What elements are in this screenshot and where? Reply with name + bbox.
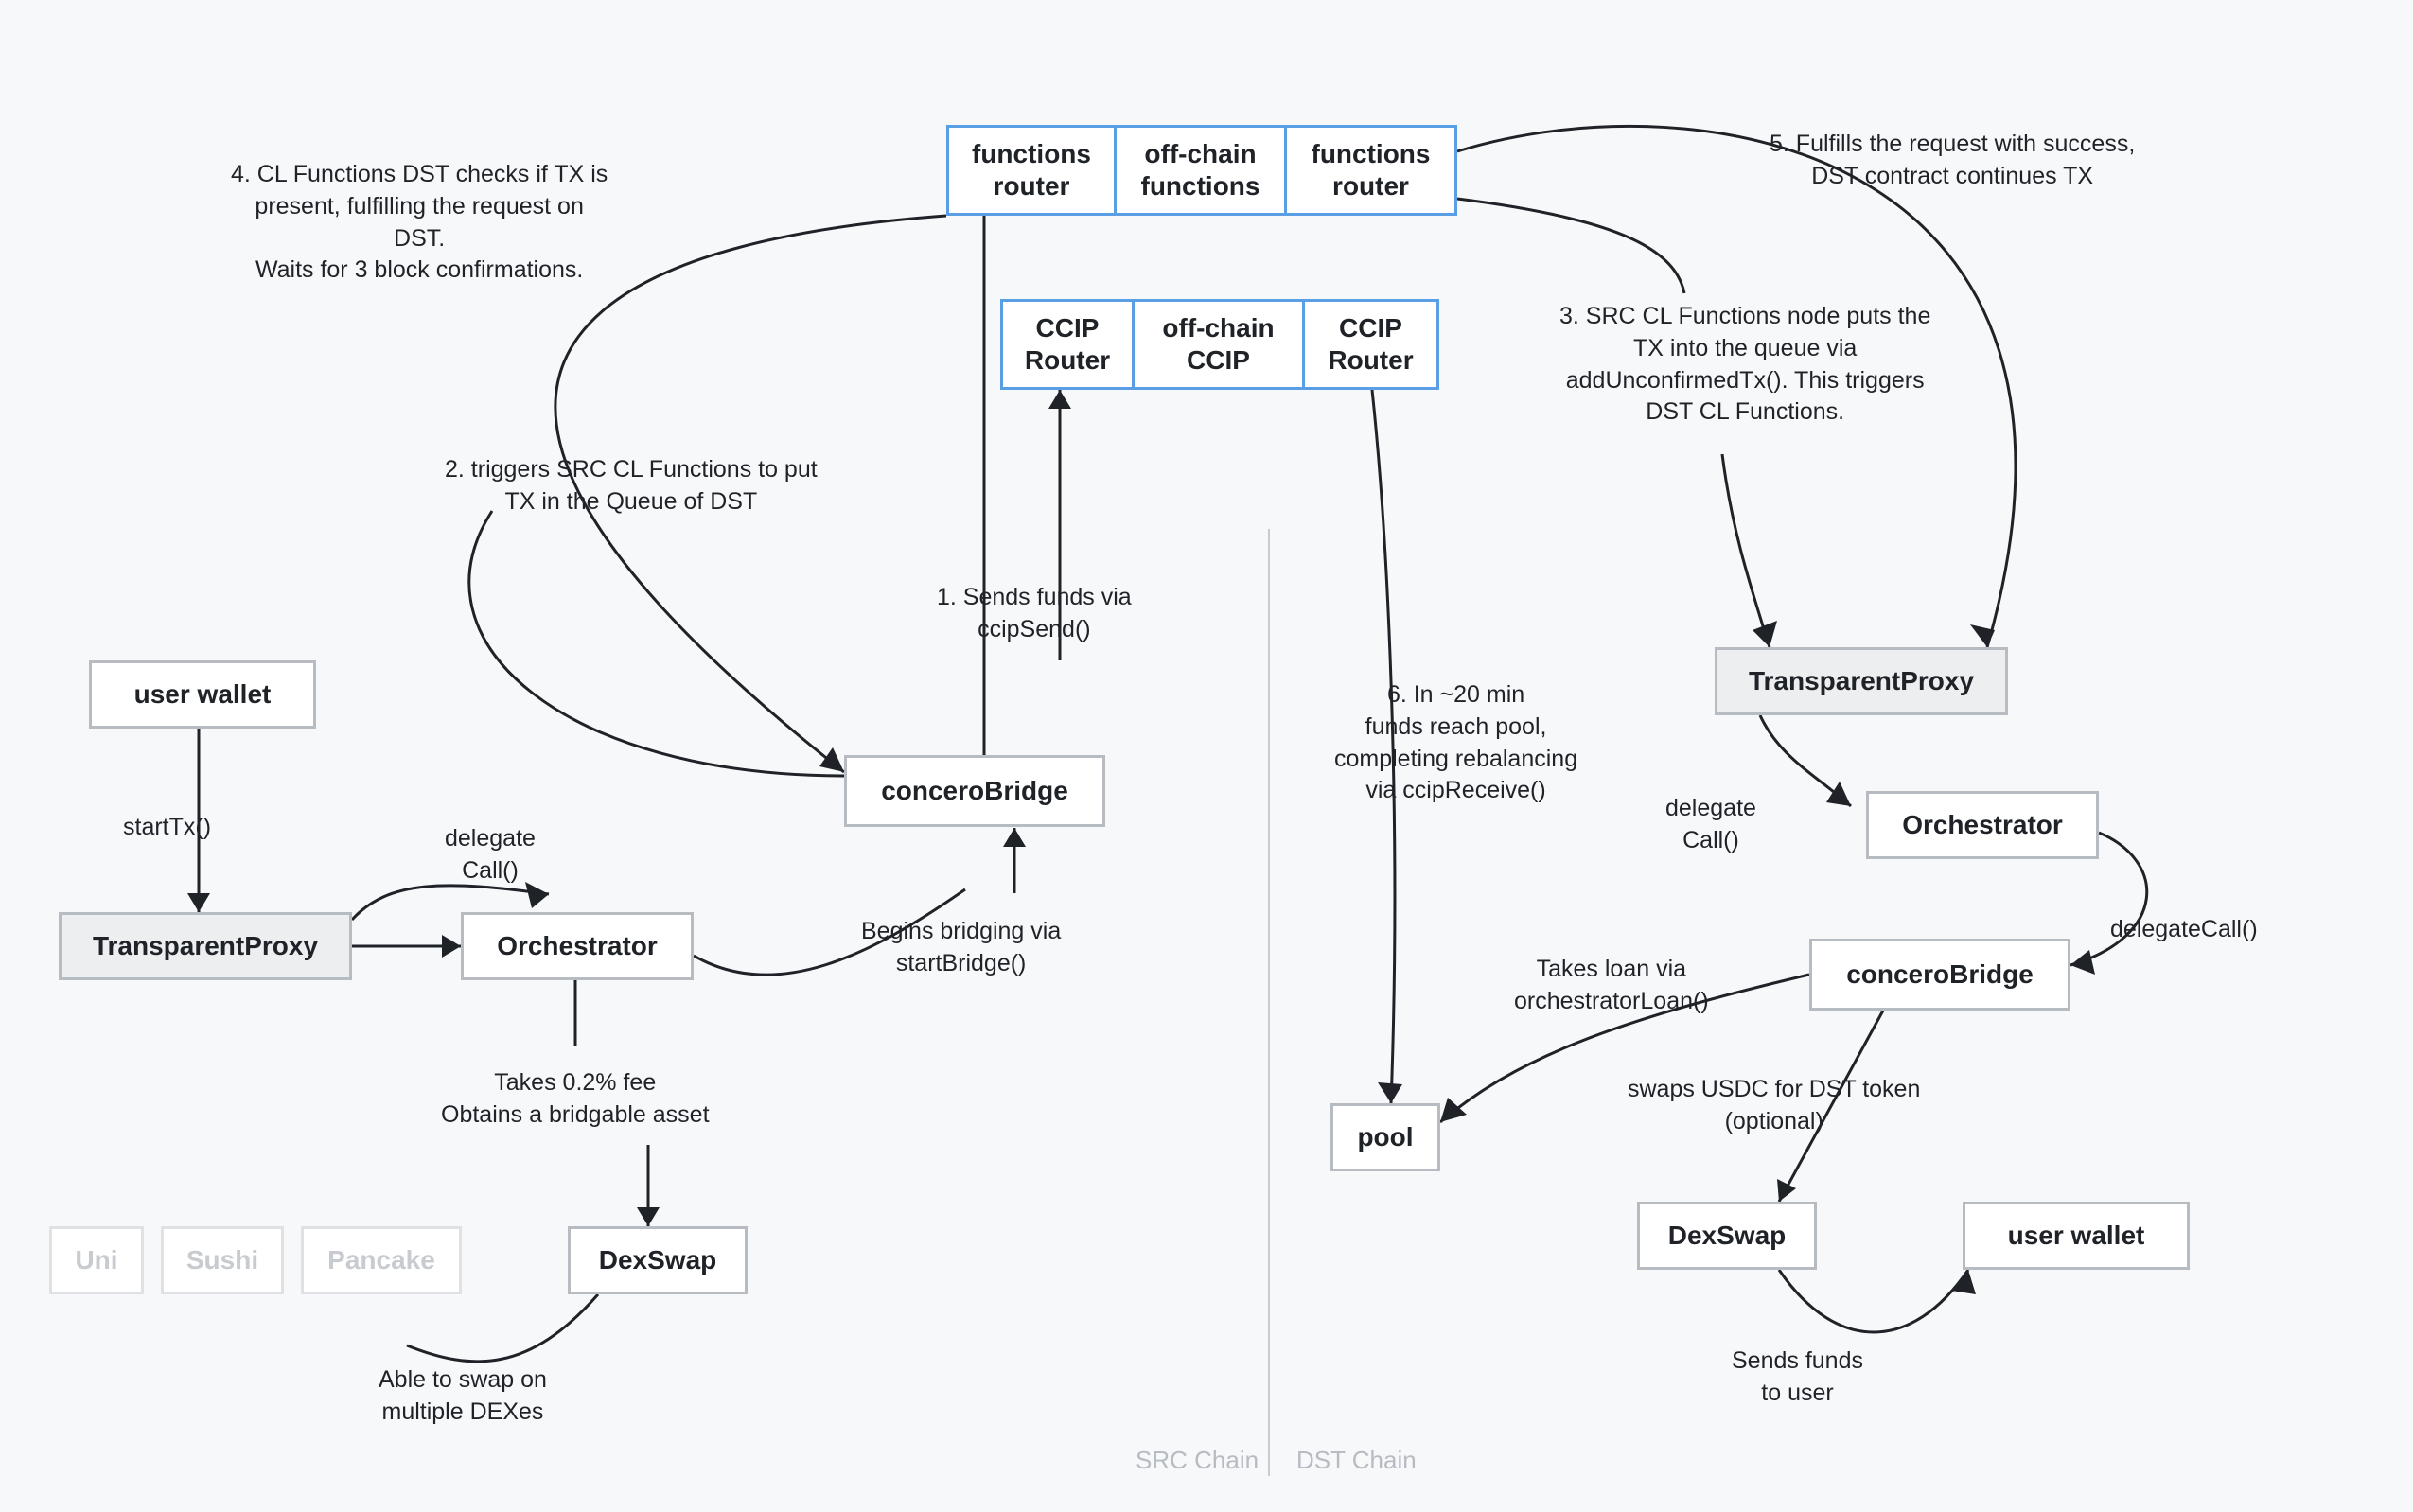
l-startbridge: Begins bridging via startBridge() <box>861 916 1061 980</box>
l-step3: 3. SRC CL Functions node puts the TX int… <box>1559 301 1930 429</box>
proxy-src: TransparentProxy <box>59 912 352 980</box>
pool: pool <box>1330 1103 1440 1171</box>
user-wallet-dst: user wallet <box>1963 1202 2190 1270</box>
blue-cell: functions router <box>946 125 1117 216</box>
l-swap-usdc: swaps USDC for DST token (optional) <box>1628 1074 1920 1138</box>
blue-cell: CCIP Router <box>1000 299 1135 390</box>
l-delegatecall2: delegateCall() <box>2110 914 2258 946</box>
concero-dst: conceroBridge <box>1809 939 2070 1011</box>
blue-cell: off-chain CCIP <box>1135 299 1305 390</box>
concero-src: conceroBridge <box>844 755 1105 827</box>
l-step6: 6. In ~20 min funds reach pool, completi… <box>1334 679 1577 807</box>
l-step5: 5. Fulfills the request with success, DS… <box>1770 129 2135 193</box>
sushi: Sushi <box>161 1226 284 1294</box>
l-starttx: startTx() <box>123 812 211 844</box>
blue-cell: CCIP Router <box>1305 299 1439 390</box>
chain-divider <box>1268 529 1270 1476</box>
l-step1: 1. Sends funds via ccipSend() <box>937 582 1132 646</box>
l-sends-funds: Sends funds to user <box>1732 1345 1863 1410</box>
l-delegate-dst: delegate Call() <box>1665 793 1756 857</box>
ccip-row: CCIP Routeroff-chain CCIPCCIP Router <box>1000 299 1439 390</box>
func-row: functions routeroff-chain functionsfunct… <box>946 125 1457 216</box>
l-step4: 4. CL Functions DST checks if TX is pres… <box>231 159 608 287</box>
l-step2: 2. triggers SRC CL Functions to put TX i… <box>445 454 818 519</box>
orch-src: Orchestrator <box>461 912 694 980</box>
orch-dst: Orchestrator <box>1866 791 2099 859</box>
proxy-dst: TransparentProxy <box>1715 647 2008 715</box>
user-wallet-src: user wallet <box>89 660 316 729</box>
flowchart-diagram: SRC Chain DST Chain functions routeroff-… <box>0 0 2413 1512</box>
l-loan: Takes loan via orchestratorLoan() <box>1514 954 1709 1018</box>
l-fee: Takes 0.2% fee Obtains a bridgable asset <box>441 1067 710 1132</box>
blue-cell: off-chain functions <box>1117 125 1287 216</box>
l-delegate-src: delegate Call() <box>445 823 536 888</box>
l-dexes: Able to swap on multiple DEXes <box>379 1364 547 1429</box>
blue-cell: functions router <box>1287 125 1457 216</box>
src-chain-label: SRC Chain <box>1136 1446 1259 1475</box>
dst-chain-label: DST Chain <box>1296 1446 1417 1475</box>
uni: Uni <box>49 1226 144 1294</box>
pancake: Pancake <box>301 1226 462 1294</box>
dexswap-dst: DexSwap <box>1637 1202 1817 1270</box>
dexswap-src: DexSwap <box>568 1226 748 1294</box>
